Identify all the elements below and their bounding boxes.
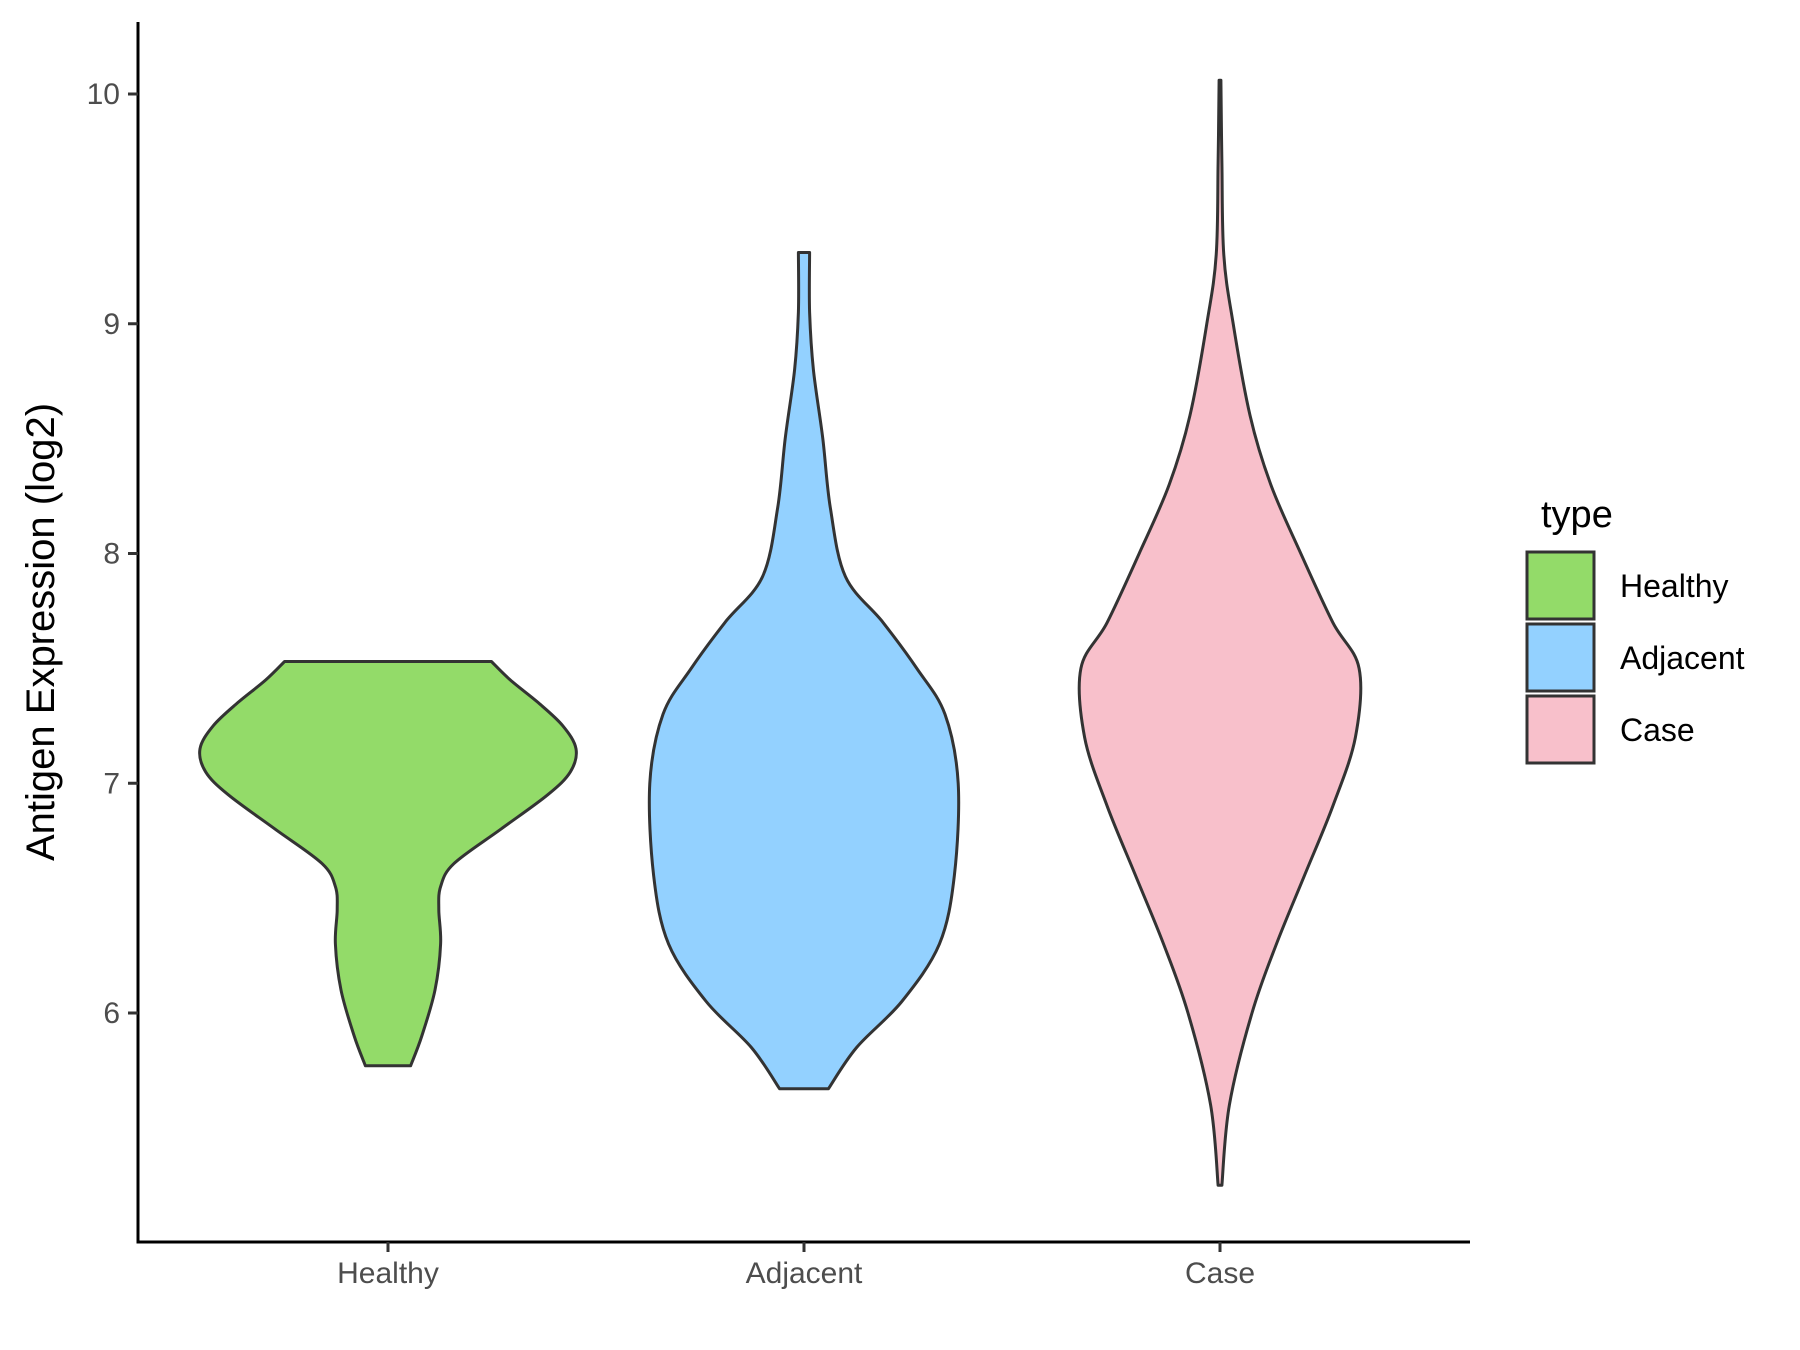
x-tick-label-case: Case xyxy=(1185,1257,1255,1290)
violin-case xyxy=(1077,78,1363,1187)
axes: 6 7 8 9 10 Healthy Adjacent Case xyxy=(87,22,1470,1290)
violin-healthy xyxy=(198,660,578,1068)
x-tick-label-healthy: Healthy xyxy=(337,1257,439,1290)
legend-label-case: Case xyxy=(1620,712,1695,748)
legend-label-healthy: Healthy xyxy=(1620,568,1729,604)
legend-label-adjacent: Adjacent xyxy=(1620,640,1745,676)
y-tick-label: 9 xyxy=(103,308,120,341)
legend: type Healthy Adjacent Case xyxy=(1525,494,1745,765)
legend-swatch-adjacent xyxy=(1525,622,1596,693)
legend-swatch-case xyxy=(1525,694,1596,765)
legend-title: type xyxy=(1541,494,1613,536)
y-axis-title: Antigen Expression (log2) xyxy=(19,403,63,861)
y-tick-label: 10 xyxy=(87,78,120,111)
x-ticks: Healthy Adjacent Case xyxy=(337,1242,1255,1290)
legend-swatch-healthy xyxy=(1525,550,1596,621)
y-ticks: 6 7 8 9 10 xyxy=(87,78,138,1030)
x-tick-label-adjacent: Adjacent xyxy=(746,1257,863,1290)
y-tick-label: 6 xyxy=(103,997,120,1030)
y-tick-label: 8 xyxy=(103,538,120,571)
violin-adjacent xyxy=(647,251,961,1091)
violin-layer xyxy=(198,78,1363,1187)
y-tick-label: 7 xyxy=(103,767,120,800)
